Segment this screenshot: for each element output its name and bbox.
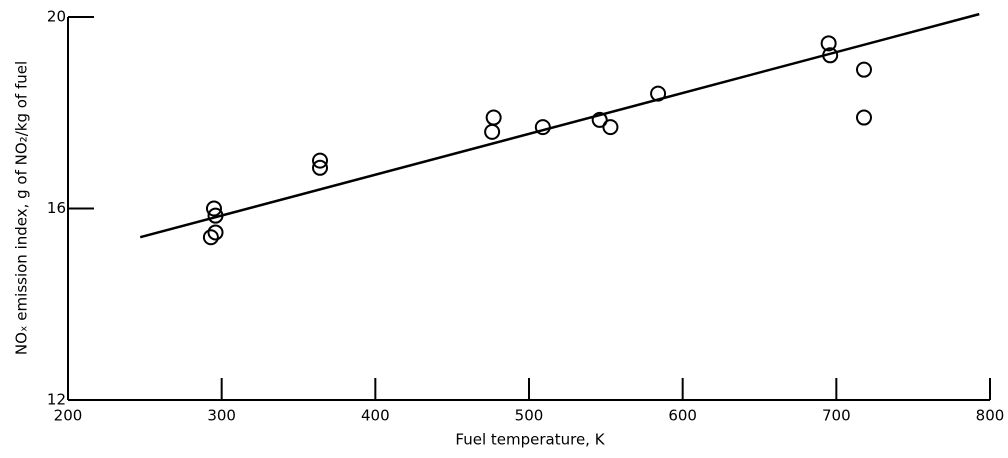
y-axis-label: NOₓ emission index, g of NO₂/kg of fuel — [13, 61, 31, 355]
data-point — [822, 47, 839, 64]
data-point — [591, 111, 608, 128]
x-axis-label: Fuel temperature, K — [455, 431, 605, 449]
data-point — [205, 200, 222, 217]
data-point — [602, 119, 619, 136]
data-point — [855, 61, 872, 78]
x-tick-label: 400 — [361, 407, 390, 425]
data-point — [312, 159, 329, 176]
x-tick-label: 500 — [515, 407, 544, 425]
fit-line — [139, 12, 980, 239]
data-point — [202, 229, 219, 246]
data-point — [534, 119, 551, 136]
data-point — [855, 109, 872, 126]
data-point — [650, 85, 667, 102]
data-point — [207, 207, 224, 224]
x-tick-label: 800 — [976, 407, 1005, 425]
x-tick-label: 700 — [822, 407, 851, 425]
data-point — [820, 35, 837, 52]
data-point — [207, 224, 224, 241]
y-tick-label: 12 — [47, 391, 66, 409]
data-point — [312, 152, 329, 169]
data-point — [485, 109, 502, 126]
x-tick-label: 600 — [668, 407, 697, 425]
data-point — [484, 123, 501, 140]
x-tick-label: 200 — [54, 407, 83, 425]
y-tick-label: 16 — [47, 199, 66, 217]
y-tick-label: 20 — [47, 8, 66, 26]
x-tick-label: 300 — [207, 407, 236, 425]
